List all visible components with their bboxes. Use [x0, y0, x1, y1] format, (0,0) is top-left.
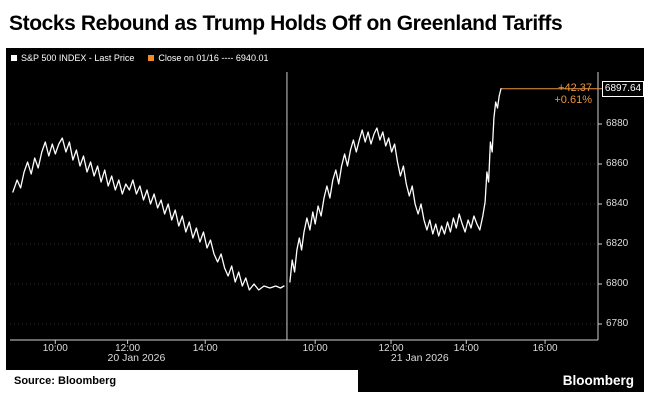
- chart-panel: S&P 500 INDEX - Last Price Close on 01/1…: [6, 48, 644, 392]
- legend-item-close: Close on 01/16 ---- 6940.01: [148, 53, 268, 63]
- legend-series2-label: Close on 01/16 ---- 6940.01: [158, 53, 269, 63]
- last-price-label: 6897.64: [602, 80, 644, 97]
- x-axis-day2-label: 21 Jan 2026: [390, 352, 449, 364]
- series1-swatch: [11, 55, 17, 61]
- headline: Stocks Rebound as Trump Holds Off on Gre…: [9, 12, 563, 35]
- legend-item-last-price: S&P 500 INDEX - Last Price: [11, 53, 134, 63]
- chart-legend: S&P 500 INDEX - Last Price Close on 01/1…: [11, 53, 268, 63]
- price-change-pct: +0.61%: [554, 93, 592, 106]
- legend-series1-label: S&P 500 INDEX - Last Price: [21, 53, 135, 63]
- series2-swatch: [148, 55, 155, 61]
- source-credit: Source: Bloomberg: [6, 370, 358, 392]
- x-axis-day1-label: 20 Jan 2026: [107, 352, 166, 364]
- change-annotation: +42.37 +0.61%: [554, 82, 592, 106]
- bloomberg-logo: Bloomberg: [562, 373, 634, 388]
- price-change: +42.37: [558, 81, 592, 94]
- price-chart: [10, 72, 644, 344]
